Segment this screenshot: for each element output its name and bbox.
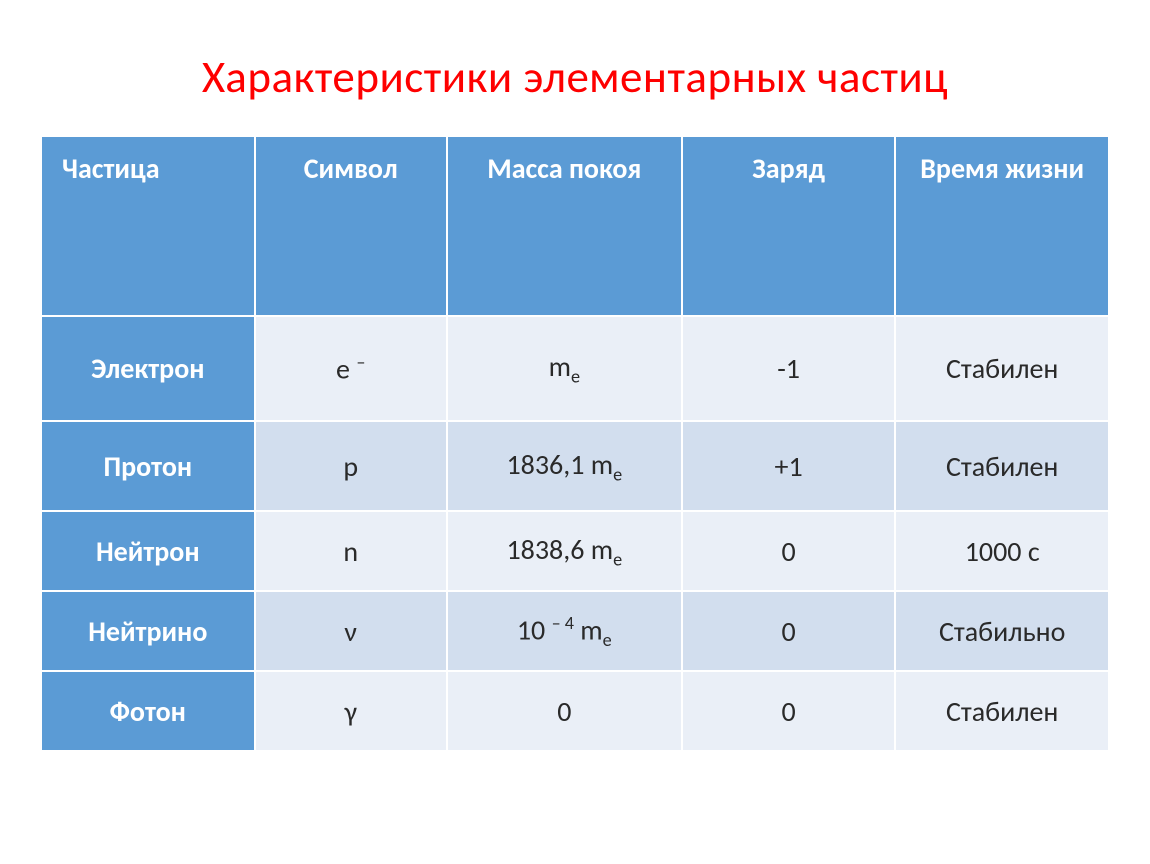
cell-mass: 0: [447, 671, 682, 751]
table-body: Электронe –me-1СтабиленПротонp1836,1 me+…: [41, 316, 1109, 751]
cell-lifetime: Стабилен: [895, 671, 1109, 751]
header-charge: Заряд: [682, 136, 896, 316]
table-row: Электронe –me-1Стабилен: [41, 316, 1109, 421]
cell-symbol: n: [255, 511, 447, 591]
cell-lifetime: 1000 с: [895, 511, 1109, 591]
header-mass: Масса покоя: [447, 136, 682, 316]
cell-particle: Нейтрино: [41, 591, 255, 671]
cell-mass: 1838,6 me: [447, 511, 682, 591]
cell-lifetime: Стабильно: [895, 591, 1109, 671]
cell-symbol: ν: [255, 591, 447, 671]
table-row: Протонp1836,1 me+1Стабилен: [41, 421, 1109, 511]
cell-charge: 0: [682, 511, 896, 591]
cell-lifetime: Стабилен: [895, 316, 1109, 421]
cell-charge: 0: [682, 591, 896, 671]
table-row: Фотонγ00Стабилен: [41, 671, 1109, 751]
table-row: Нейтронn1838,6 me01000 с: [41, 511, 1109, 591]
cell-charge: -1: [682, 316, 896, 421]
header-lifetime: Время жизни: [895, 136, 1109, 316]
cell-lifetime: Стабилен: [895, 421, 1109, 511]
cell-particle: Протон: [41, 421, 255, 511]
particles-table: Частица Символ Масса покоя Заряд Время ж…: [40, 135, 1110, 752]
slide-title: Характеристики элементарных частиц: [0, 0, 1150, 135]
cell-mass: 1836,1 me: [447, 421, 682, 511]
table-header-row: Частица Символ Масса покоя Заряд Время ж…: [41, 136, 1109, 316]
cell-mass: 10 – 4 me: [447, 591, 682, 671]
cell-particle: Фотон: [41, 671, 255, 751]
table-container: Частица Символ Масса покоя Заряд Время ж…: [0, 135, 1150, 752]
cell-particle: Нейтрон: [41, 511, 255, 591]
cell-charge: 0: [682, 671, 896, 751]
table-row: Нейтриноν10 – 4 me0Стабильно: [41, 591, 1109, 671]
cell-particle: Электрон: [41, 316, 255, 421]
header-particle: Частица: [41, 136, 255, 316]
cell-charge: +1: [682, 421, 896, 511]
header-symbol: Символ: [255, 136, 447, 316]
cell-symbol: p: [255, 421, 447, 511]
cell-symbol: e –: [255, 316, 447, 421]
cell-symbol: γ: [255, 671, 447, 751]
cell-mass: me: [447, 316, 682, 421]
slide: Характеристики элементарных частиц Части…: [0, 0, 1150, 864]
